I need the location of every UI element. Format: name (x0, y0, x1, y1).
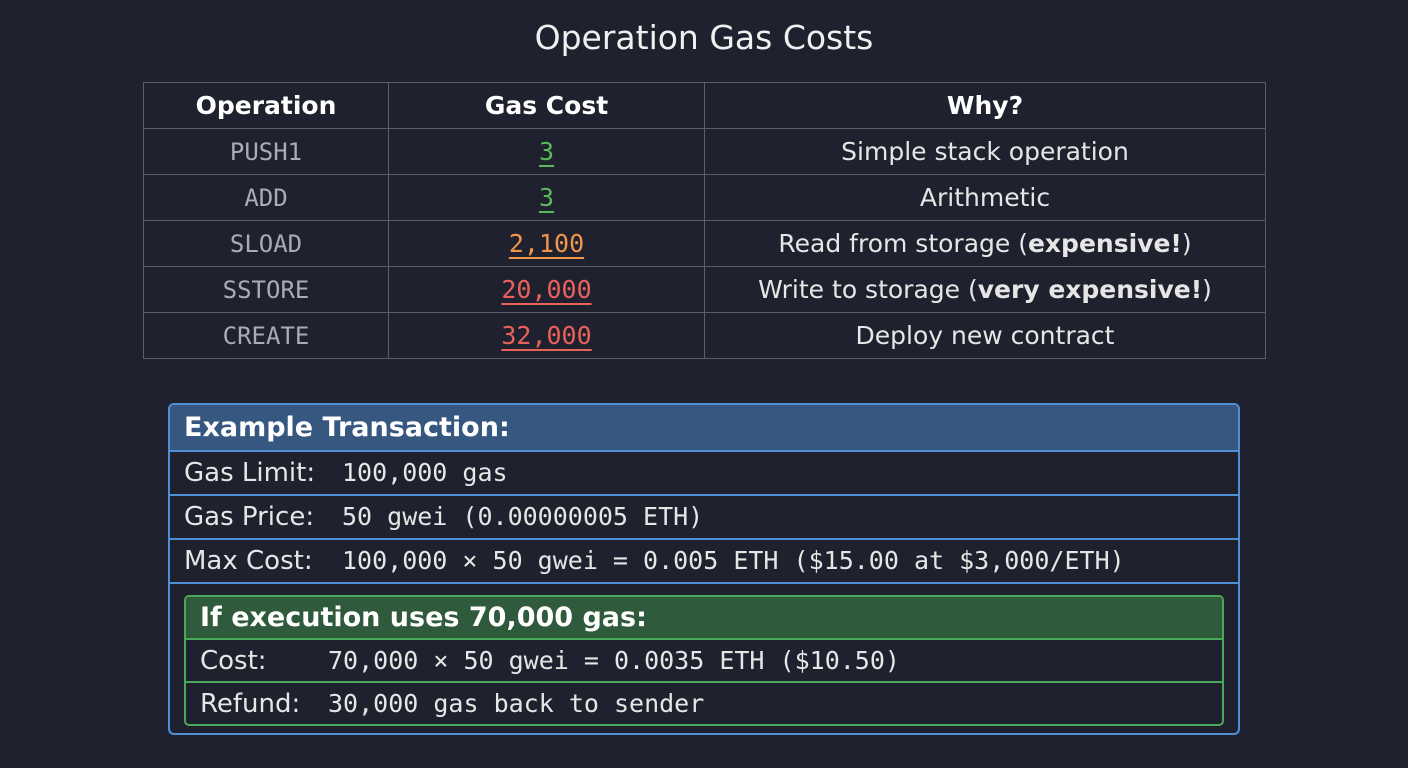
detail-label: Gas Limit: (184, 458, 316, 488)
table-row: SSTORE 20,000 Write to storage (very expen… (143, 266, 1266, 313)
why: Read from storage (expensive!) (704, 220, 1266, 267)
detail-value: 100,000 × 50 gwei = 0.005 ETH ($15.00 at… (342, 546, 1125, 575)
execution-box: If execution uses 70,000 gas: Cost: 70,00… (184, 595, 1224, 726)
example-box: Example Transaction: Gas Limit: 100,000 g… (168, 403, 1240, 735)
gas-cost: 3 (538, 182, 555, 212)
why-text: ) (1202, 275, 1212, 304)
detail-value: 30,000 gas back to sender (328, 689, 705, 718)
title: Operation Gas Costs (534, 18, 874, 57)
operation: ADD (143, 174, 389, 221)
why-text: Write to storage ( (758, 275, 978, 304)
why-text: Read from storage ( (778, 229, 1028, 258)
detail-row: Gas Limit: 100,000 gas (170, 452, 1238, 496)
detail-label: Refund: (200, 689, 301, 719)
why: Deploy new contract (704, 312, 1266, 359)
gas-cost-cell: 32,000 (388, 312, 705, 359)
gas-cost: 32,000 (501, 320, 592, 350)
gas-cost-cell: 3 (388, 128, 705, 175)
gas-cost: 2,100 (508, 228, 585, 258)
why-text: Arithmetic (919, 183, 1051, 212)
why-text: Simple stack operation (841, 137, 1129, 166)
header-row: Operation Gas Cost Why? (143, 82, 1266, 129)
table-row: CREATE 32,000 Deploy new contract (143, 312, 1266, 359)
column-header: Gas Cost (388, 82, 705, 129)
why-text: ) (1181, 229, 1192, 258)
detail-value: 50 gwei (0.00000005 ETH) (342, 502, 704, 531)
why: Arithmetic (704, 174, 1266, 221)
gas-cost: 20,000 (501, 274, 592, 304)
operation: SSTORE (143, 266, 389, 313)
gas-cost-cell: 3 (388, 174, 705, 221)
why-text: expensive! (1027, 229, 1182, 258)
table-row: ADD 3 Arithmetic (143, 174, 1266, 221)
detail-row: Gas Price: 50 gwei (0.00000005 ETH) (170, 496, 1238, 540)
why-text: Deploy new contract (855, 321, 1115, 350)
table-row: PUSH1 3 Simple stack operation (143, 128, 1266, 175)
execution-title: If execution uses 70,000 gas: (186, 597, 1222, 640)
detail-label: Gas Price: (184, 502, 315, 532)
detail-row: Cost: 70,000 × 50 gwei = 0.0035 ETH ($10.… (186, 640, 1222, 683)
column-header: Operation (143, 82, 389, 129)
table-row: SLOAD 2,100 Read from storage (expensive!) (143, 220, 1266, 267)
gas-cost-cell: 20,000 (388, 266, 705, 313)
gas-cost: 3 (538, 136, 555, 166)
detail-value: 100,000 gas (342, 458, 508, 487)
gas-cost-cell: 2,100 (388, 220, 705, 267)
detail-row: Refund: 30,000 gas back to sender (186, 683, 1222, 724)
detail-label: Cost: (200, 646, 267, 676)
detail-value: 70,000 × 50 gwei = 0.0035 ETH ($10.50) (328, 646, 900, 675)
detail-label: Max Cost: (184, 546, 313, 576)
why: Simple stack operation (704, 128, 1266, 175)
gas-table: Operation Gas Cost Why? PUSH1 3 Simple stack… (143, 82, 1266, 359)
operation: SLOAD (143, 220, 389, 267)
detail-row: Max Cost: 100,000 × 50 gwei = 0.005 ETH (… (170, 540, 1238, 584)
column-header: Why? (704, 82, 1266, 129)
example-title: Example Transaction: (170, 405, 1238, 452)
why-text: very expensive! (977, 275, 1203, 304)
why: Write to storage (very expensive!) (704, 266, 1266, 313)
operation: PUSH1 (143, 128, 389, 175)
operation: CREATE (143, 312, 389, 359)
